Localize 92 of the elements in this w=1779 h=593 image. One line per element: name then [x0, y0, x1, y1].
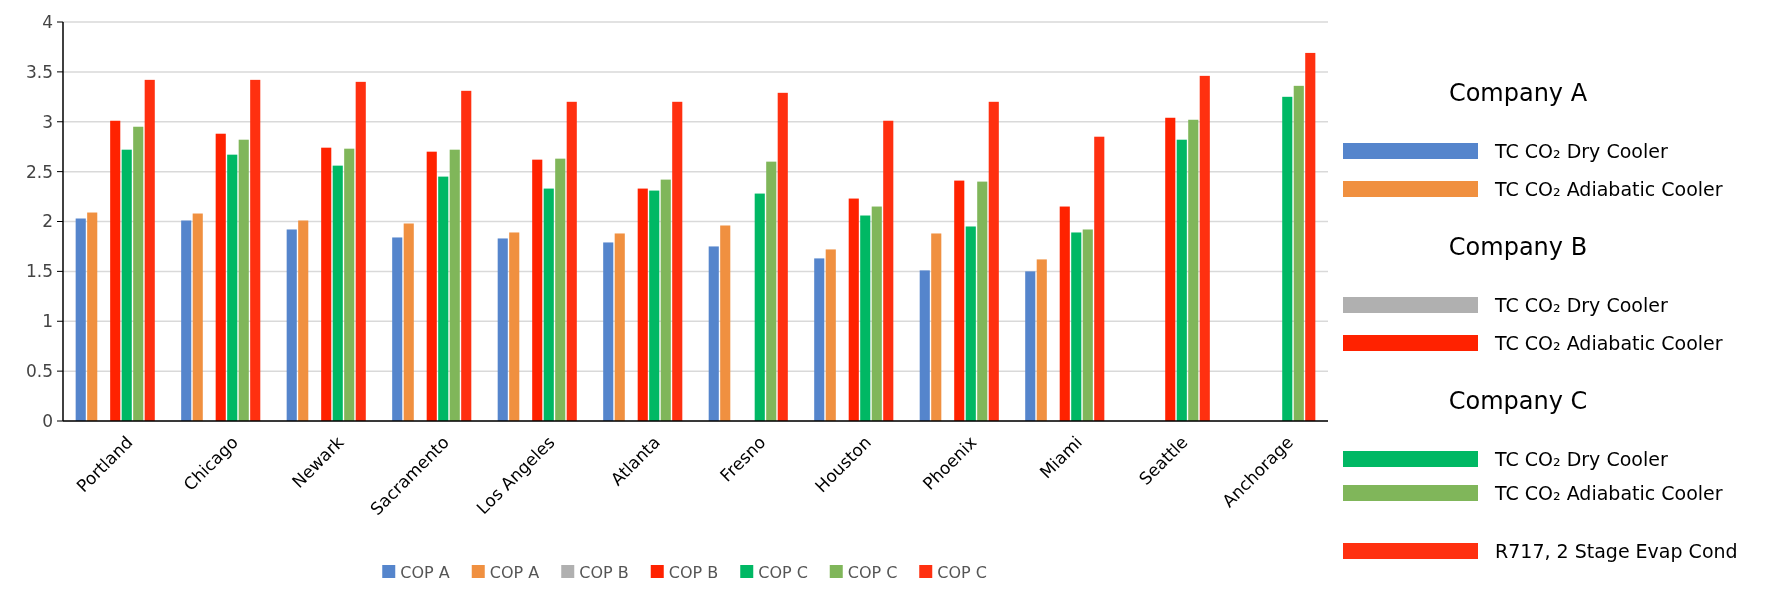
- bar: [392, 237, 403, 421]
- text: R717, 2 Stage Evap Cond: [1495, 540, 1738, 562]
- bar: [1293, 85, 1304, 421]
- y-tick-label: 0.5: [25, 361, 53, 382]
- y-tick-label: 4: [42, 11, 53, 32]
- bar: [1082, 229, 1093, 421]
- bar: [720, 225, 731, 421]
- text: TC CO₂ Adiabatic Cooler: [1494, 332, 1723, 354]
- y-tick-label: 1.5: [25, 261, 53, 282]
- bar: [614, 233, 625, 421]
- text: Company B: [1448, 233, 1588, 261]
- bar: [603, 242, 614, 421]
- bar: [1176, 139, 1187, 421]
- bar: [298, 220, 309, 421]
- text: TC CO₂ Dry Cooler: [1494, 140, 1668, 162]
- bar: [321, 147, 332, 421]
- legend-label: COP C: [937, 563, 987, 582]
- bar: [660, 179, 671, 421]
- bar: [532, 159, 543, 421]
- bar: [497, 238, 508, 421]
- text: TC CO₂ Dry Cooler: [1494, 294, 1668, 316]
- bar: [75, 218, 86, 421]
- y-tick-label: 3.5: [25, 61, 53, 82]
- bar: [649, 190, 660, 421]
- bar: [1199, 75, 1210, 421]
- bar: [344, 148, 355, 421]
- bar: [403, 223, 414, 421]
- bar: [87, 212, 98, 421]
- legend-label: COP B: [668, 563, 719, 582]
- bar: [672, 101, 683, 421]
- bar: [461, 90, 472, 421]
- bar: [509, 232, 520, 421]
- bar: [215, 133, 226, 421]
- bar: [238, 139, 249, 421]
- bar: [931, 233, 942, 421]
- text: Company C: [1448, 387, 1588, 415]
- bar: [1165, 117, 1176, 421]
- legend-label: COP B: [579, 563, 629, 582]
- bar: [883, 120, 894, 421]
- bar: [566, 101, 577, 421]
- legend-label: COP A: [489, 563, 540, 582]
- bar: [1071, 232, 1082, 421]
- bar: [965, 226, 976, 421]
- bar: [426, 151, 437, 421]
- legend-label: COP C: [847, 563, 898, 582]
- bar: [1094, 136, 1105, 421]
- y-tick-label: 2: [42, 211, 53, 232]
- bar: [1036, 259, 1047, 421]
- y-tick-label: 3: [42, 111, 53, 132]
- bar: [919, 270, 930, 421]
- legend-label: COP C: [758, 563, 808, 582]
- bar: [708, 246, 719, 421]
- bar: [438, 176, 449, 421]
- bar: [555, 158, 566, 421]
- bar: [766, 161, 777, 421]
- bar: [860, 215, 871, 421]
- bar: [110, 120, 121, 421]
- text: TC CO₂ Adiabatic Cooler: [1494, 482, 1723, 504]
- text: TC CO₂ Dry Cooler: [1494, 448, 1668, 470]
- bar: [250, 79, 261, 421]
- legend-label: COP A: [400, 563, 450, 582]
- bar: [954, 180, 965, 421]
- bar: [543, 188, 554, 421]
- bar: [825, 249, 836, 421]
- bar: [1282, 96, 1293, 421]
- text: Company A: [1448, 79, 1588, 107]
- bar: [848, 198, 859, 421]
- y-tick-label: 2.5: [25, 161, 53, 182]
- bar: [637, 188, 648, 421]
- bar: [814, 258, 825, 421]
- bar: [1305, 52, 1316, 421]
- bar: [1059, 206, 1070, 421]
- bar: [332, 165, 343, 421]
- y-tick-label: 0: [42, 410, 53, 431]
- bar: [449, 149, 460, 421]
- bar: [977, 181, 988, 421]
- bar: [777, 92, 788, 421]
- text: TC CO₂ Adiabatic Cooler: [1494, 178, 1723, 200]
- bar: [355, 81, 366, 421]
- bar: [286, 229, 297, 421]
- bar: [754, 193, 765, 421]
- bar: [181, 220, 192, 421]
- y-tick-label: 1: [42, 311, 53, 332]
- bar: [871, 206, 882, 421]
- bar: [133, 126, 144, 421]
- bar: [192, 213, 203, 421]
- bar: [121, 149, 132, 421]
- bar: [144, 79, 155, 421]
- bar: [988, 101, 999, 421]
- bar: [1025, 271, 1036, 421]
- bar: [227, 154, 238, 421]
- bar: [1188, 119, 1199, 421]
